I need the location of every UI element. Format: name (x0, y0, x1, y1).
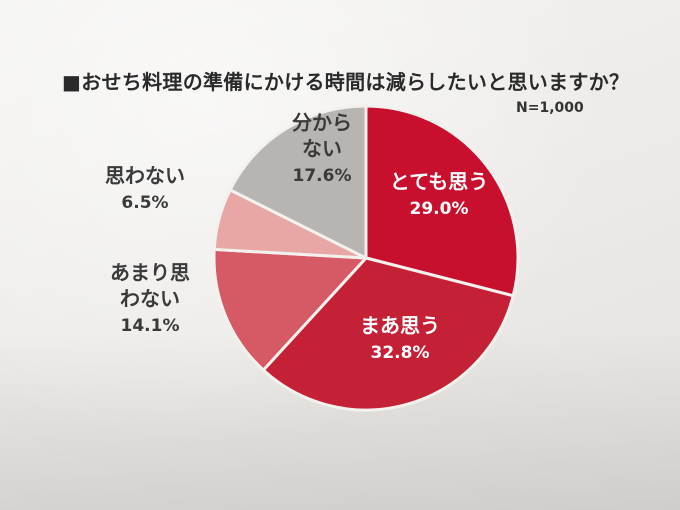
slice-category-label-1: とても思う (390, 170, 488, 194)
slice-value-label-3: 14.1% (121, 316, 180, 336)
slice-category-label-3: あまり思 (110, 261, 190, 285)
slice-category-label-5: ない (302, 137, 342, 161)
slice-value-label-4: 6.5% (121, 193, 168, 213)
slice-value-label-5: 17.6% (293, 166, 352, 186)
slice-category-label-5: 分から (292, 111, 352, 135)
pie-slice-3 (212, 247, 368, 372)
slice-category-label-3: わない (120, 287, 180, 311)
slice-value-label-1: 29.0% (410, 199, 469, 219)
pie-slice-5 (228, 104, 368, 260)
slice-category-label-2: まあ思う (360, 314, 440, 338)
slice-value-label-2: 32.8% (371, 343, 430, 363)
sample-size-label: N=1,000 (516, 100, 584, 116)
slice-category-label-4: 思わない (105, 164, 185, 188)
pie-slice-1 (364, 104, 520, 298)
chart-title: ■おせち料理の準備にかける時間は減らしたいと思いますか？ (62, 70, 630, 94)
pie-slice-2 (261, 256, 515, 412)
